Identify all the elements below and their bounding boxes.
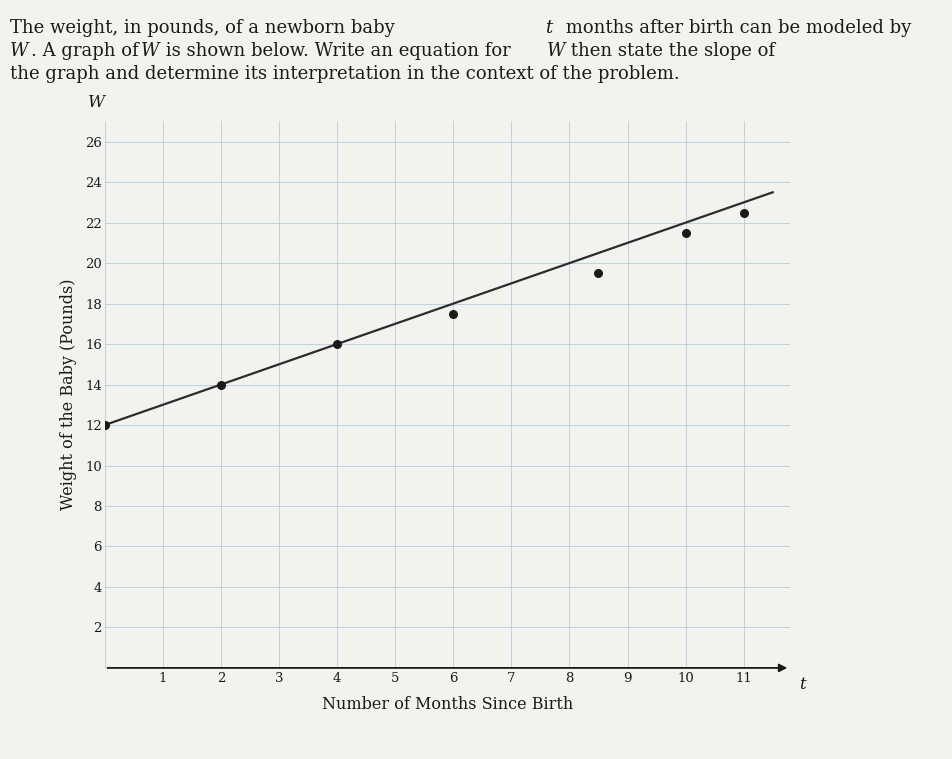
Text: W: W	[141, 42, 159, 60]
Text: W: W	[10, 42, 28, 60]
Text: t: t	[799, 676, 805, 693]
Text: . A graph of: . A graph of	[31, 42, 145, 60]
Text: then state the slope of: then state the slope of	[565, 42, 776, 60]
Point	[591, 267, 606, 279]
Text: months after birth can be modeled by: months after birth can be modeled by	[560, 19, 911, 37]
Point	[213, 379, 228, 391]
Point	[446, 307, 461, 320]
Text: W: W	[88, 94, 105, 112]
Point	[97, 419, 112, 431]
X-axis label: Number of Months Since Birth: Number of Months Since Birth	[322, 696, 573, 713]
Point	[329, 338, 345, 350]
Y-axis label: Weight of the Baby (Pounds): Weight of the Baby (Pounds)	[60, 279, 77, 511]
Text: t: t	[545, 19, 553, 37]
Point	[736, 206, 751, 219]
Text: The weight, in pounds, of a newborn baby: The weight, in pounds, of a newborn baby	[10, 19, 400, 37]
Point	[678, 227, 693, 239]
Text: the graph and determine its interpretation in the context of the problem.: the graph and determine its interpretati…	[10, 65, 680, 83]
Text: is shown below. Write an equation for: is shown below. Write an equation for	[160, 42, 516, 60]
Text: W: W	[546, 42, 565, 60]
